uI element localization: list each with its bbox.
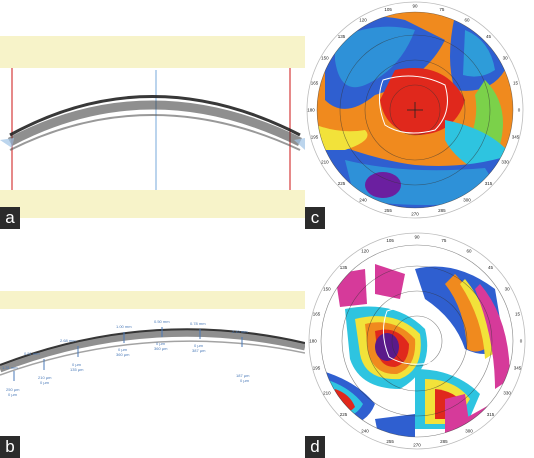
tick-label: 240	[361, 429, 369, 434]
thickness-label-5: 0 µm	[156, 341, 166, 346]
thickness-label-3: 0 µm	[72, 362, 82, 367]
cornea-anterior	[9, 95, 301, 137]
panel-d-topography-map: 90 75 60 45 30 15 0 345 330 315 300 285 270 255 240 225…	[305, 229, 534, 458]
thickness-label-7: 187 µm	[236, 373, 250, 378]
tick-label: 225	[340, 412, 348, 417]
depth-label-6: 0.78 mm	[190, 321, 206, 326]
color-map-d	[321, 245, 513, 437]
tick-label: 45	[486, 34, 492, 39]
tick-label: 225	[338, 181, 346, 186]
tick-label: 255	[386, 439, 394, 444]
tick-label: 315	[485, 181, 493, 186]
tick-label: 330	[503, 391, 511, 396]
oct-scan-a	[0, 36, 305, 218]
panel-b-oct-image: 1.31 mm 0.51 mm 2.68 mm 1.00 mm 0.50 mm …	[0, 229, 305, 458]
overlay-band-bottom	[0, 190, 305, 218]
pupil-outline-d	[383, 306, 449, 365]
sub-label-1: 0 µm	[8, 392, 18, 397]
tick-label: 300	[463, 198, 471, 203]
tick-label: 150	[323, 287, 331, 292]
pupil-outline-c	[379, 75, 448, 134]
tick-label: 240	[359, 198, 367, 203]
thickness-label-6: 0 µm	[194, 343, 204, 348]
tick-label: 255	[384, 208, 392, 213]
tick-label: 330	[501, 160, 509, 165]
depth-label-1: 1.31 mm	[2, 365, 18, 370]
tick-label: 180	[309, 339, 317, 344]
tick-label: 30	[505, 287, 511, 292]
sub-label-3: 135 µm	[70, 367, 84, 372]
tick-label: 75	[441, 238, 447, 243]
grid-rings-c	[316, 11, 514, 209]
depth-label-4: 1.00 mm	[116, 324, 132, 329]
topography-map-c: 9075604530150345330315300285270255240225…	[306, 1, 524, 219]
panel-label-c: c	[305, 207, 325, 229]
tick-labels-c: 9075604530150345330315300285270255240225…	[307, 4, 521, 217]
tick-label: 315	[487, 412, 495, 417]
panel-label-a: a	[0, 207, 20, 229]
sub-label-5: 360 µm	[154, 346, 168, 351]
tick-label: 165	[311, 81, 319, 86]
tick-label: 90	[414, 235, 420, 240]
tick-label: 180	[307, 108, 315, 113]
thickness-label-2: 210 µm	[38, 375, 52, 380]
overlay-band-b	[0, 291, 305, 309]
measurement-labels: 1.31 mm 0.51 mm 2.68 mm 1.00 mm 0.50 mm …	[2, 319, 250, 397]
tick-label: 150	[321, 56, 329, 61]
tick-label: 120	[359, 17, 367, 22]
tick-label: 270	[411, 212, 419, 217]
tick-label: 120	[361, 248, 369, 253]
tick-label: 300	[465, 429, 473, 434]
tick-labels-d: 9075604530150345330315300285270255240225…	[309, 235, 523, 448]
sub-label-7: 0 µm	[240, 378, 250, 383]
cornea-stroma-b	[0, 329, 305, 373]
tick-label: 270	[413, 443, 421, 448]
thickness-label-1: 250 µm	[6, 387, 20, 392]
cornea-posterior	[9, 114, 301, 151]
sub-label-6: 387 µm	[192, 348, 206, 353]
thickness-label-4: 0 µm	[118, 347, 128, 352]
tick-label: 90	[412, 4, 418, 9]
sub-label-2: 0 µm	[40, 380, 50, 385]
tick-label: 210	[323, 391, 331, 396]
measurement-calipers	[13, 327, 243, 381]
tick-label: 195	[313, 365, 321, 370]
tick-label: 105	[386, 238, 394, 243]
depth-label-2: 0.51 mm	[24, 351, 40, 356]
tick-label: 135	[340, 265, 348, 270]
tick-label: 60	[466, 248, 472, 253]
tick-label: 345	[512, 134, 520, 139]
panel-label-b: b	[0, 436, 20, 458]
tick-label: 135	[338, 34, 346, 39]
depth-label-5: 0.50 mm	[154, 319, 170, 324]
tick-label: 345	[514, 365, 522, 370]
overlay-band-top	[0, 36, 305, 68]
panel-label-d: d	[305, 436, 325, 458]
tick-label: 15	[513, 81, 519, 86]
tick-label: 195	[311, 134, 319, 139]
tick-label: 285	[438, 208, 446, 213]
depth-label-7: 2.10 mm	[232, 329, 248, 334]
cornea-stroma	[7, 100, 302, 147]
tick-label: 0	[518, 108, 521, 113]
panel-c-topography-map: 90 75 60 45 30 15 0 345 330 315 300 285 270 255 240 225…	[305, 0, 534, 229]
tick-label: 45	[488, 265, 494, 270]
topography-map-d: 9075604530150345330315300285270255240225…	[308, 232, 526, 450]
depth-label-3: 2.68 mm	[60, 338, 76, 343]
tick-label: 105	[384, 7, 392, 12]
grid-rings-d	[320, 244, 514, 438]
oct-scan-b: 1.31 mm 0.51 mm 2.68 mm 1.00 mm 0.50 mm …	[0, 291, 305, 397]
tick-label: 0	[520, 339, 523, 344]
panel-a-oct-image: a	[0, 0, 305, 229]
tick-label: 30	[503, 56, 509, 61]
tick-label: 60	[464, 17, 470, 22]
tick-label: 75	[439, 7, 445, 12]
tick-label: 15	[515, 312, 521, 317]
tick-label: 210	[321, 160, 329, 165]
sub-label-4: 360 µm	[116, 352, 130, 357]
tick-label: 165	[313, 312, 321, 317]
tick-label: 285	[440, 439, 448, 444]
